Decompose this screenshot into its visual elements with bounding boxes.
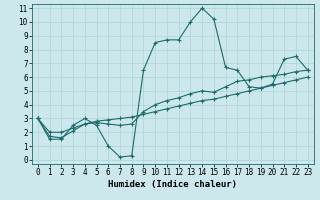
X-axis label: Humidex (Indice chaleur): Humidex (Indice chaleur) [108,180,237,189]
